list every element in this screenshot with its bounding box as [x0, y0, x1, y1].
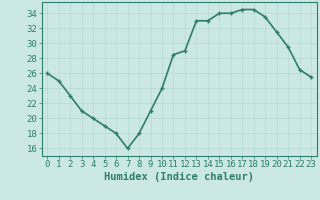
X-axis label: Humidex (Indice chaleur): Humidex (Indice chaleur): [104, 172, 254, 182]
